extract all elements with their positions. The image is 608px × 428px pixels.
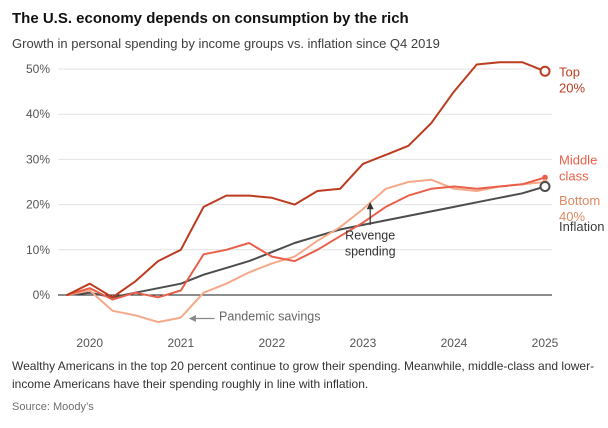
series-label-top-20: Top bbox=[559, 64, 580, 79]
series-label-middle-class: Middle bbox=[559, 152, 597, 167]
end-marker-top-20 bbox=[539, 65, 551, 77]
y-axis-tick-label: 30% bbox=[26, 152, 50, 166]
annotation-pandemic-savings: Pandemic savings bbox=[219, 309, 320, 323]
line-chart: 0% 10% 20% 30% 40% 50% 2020 2021 2022 2023 2024 202… bbox=[26, 61, 605, 350]
chart-subtitle: Growth in personal spending by income gr… bbox=[12, 36, 440, 51]
series-label-bottom-40: Bottom bbox=[559, 193, 600, 208]
series-line-top-20 bbox=[66, 61, 546, 299]
series-label-top-20: 20% bbox=[559, 80, 585, 95]
annotation-revenge-spending: Revenge bbox=[345, 228, 395, 242]
x-axis-tick-label: 2025 bbox=[532, 336, 559, 350]
y-axis-tick-label: 10% bbox=[26, 243, 50, 257]
x-axis-tick-label: 2024 bbox=[441, 336, 468, 350]
y-axis-tick-label: 40% bbox=[26, 107, 50, 121]
x-axis-tick-label: 2022 bbox=[259, 336, 286, 350]
series-line-middle-class bbox=[66, 176, 546, 301]
x-axis-tick-label: 2020 bbox=[76, 336, 103, 350]
x-axis-tick-label: 2023 bbox=[350, 336, 377, 350]
y-axis-tick-label: 20% bbox=[26, 198, 50, 212]
y-axis-tick-label: 50% bbox=[26, 62, 50, 76]
x-axis-tick-label: 2021 bbox=[167, 336, 194, 350]
series-line-inflation bbox=[66, 185, 546, 299]
source-note: Source: Moody’s bbox=[12, 401, 94, 413]
annotation-arrowhead-revenge-spending bbox=[366, 202, 374, 210]
chart-title: The U.S. economy depends on consumption … bbox=[12, 10, 409, 27]
series-label-middle-class: class bbox=[559, 168, 589, 183]
chart-caption: Wealthy Americans in the top 20 percent … bbox=[12, 359, 595, 391]
series-label-bottom-40: 40% bbox=[559, 209, 585, 224]
annotation-arrowhead-pandemic-savings bbox=[188, 315, 196, 323]
end-marker-middle-class bbox=[542, 174, 548, 181]
y-axis-tick-label: 0% bbox=[33, 288, 51, 302]
annotation-revenge-spending: spending bbox=[345, 244, 396, 258]
series-label-inflation: Inflation bbox=[559, 219, 605, 234]
chart-card: The U.S. economy depends on consumption … bbox=[12, 10, 605, 413]
end-marker-inflation bbox=[539, 181, 551, 193]
series-line-bottom-40 bbox=[66, 178, 546, 324]
